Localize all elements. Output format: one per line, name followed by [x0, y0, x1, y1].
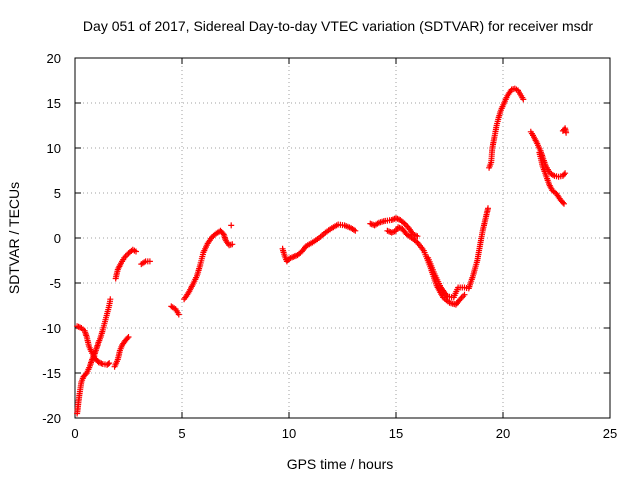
data-point [485, 205, 491, 212]
data-point [561, 200, 567, 207]
x-tick-label: 5 [178, 426, 185, 441]
y-tick-label: 10 [47, 141, 61, 156]
y-tick-label: -15 [42, 366, 61, 381]
chart-title: Day 051 of 2017, Sidereal Day-to-day VTE… [83, 18, 593, 34]
data-point [352, 227, 359, 234]
data-point [106, 360, 113, 367]
y-tick-label: -20 [42, 411, 61, 426]
data-point [146, 258, 153, 265]
data-point [133, 248, 139, 255]
x-tick-label: 20 [496, 426, 510, 441]
data-point [461, 291, 468, 298]
axis-ticks: 0 5 10 15 20 25 -20 -15 -10 -5 0 5 10 15 20 [42, 51, 617, 441]
x-tick-label: 10 [282, 426, 296, 441]
y-axis-label: SDTVAR / TECUs [6, 182, 22, 294]
data-point [561, 171, 567, 178]
data-point [229, 241, 236, 248]
x-axis-label: GPS time / hours [287, 456, 394, 472]
data-point [562, 170, 569, 177]
data-point [520, 96, 527, 103]
y-tick-label: 0 [54, 231, 61, 246]
data-point [125, 334, 132, 340]
y-tick-label: -5 [49, 276, 61, 291]
x-tick-label: 25 [603, 426, 617, 441]
data-point [414, 233, 421, 240]
y-tick-label: -10 [42, 321, 61, 336]
data-point [228, 222, 235, 229]
data-point [107, 296, 114, 303]
data-point [559, 199, 566, 206]
data-point [175, 311, 182, 318]
y-tick-label: 20 [47, 51, 61, 66]
grid [75, 58, 610, 418]
y-tick-label: 5 [54, 186, 61, 201]
x-tick-label: 15 [389, 426, 403, 441]
x-tick-label: 0 [71, 426, 78, 441]
data-points [74, 85, 570, 417]
data-point [105, 361, 112, 367]
data-point [124, 335, 131, 342]
data-point [563, 129, 570, 136]
y-tick-label: 15 [47, 96, 61, 111]
